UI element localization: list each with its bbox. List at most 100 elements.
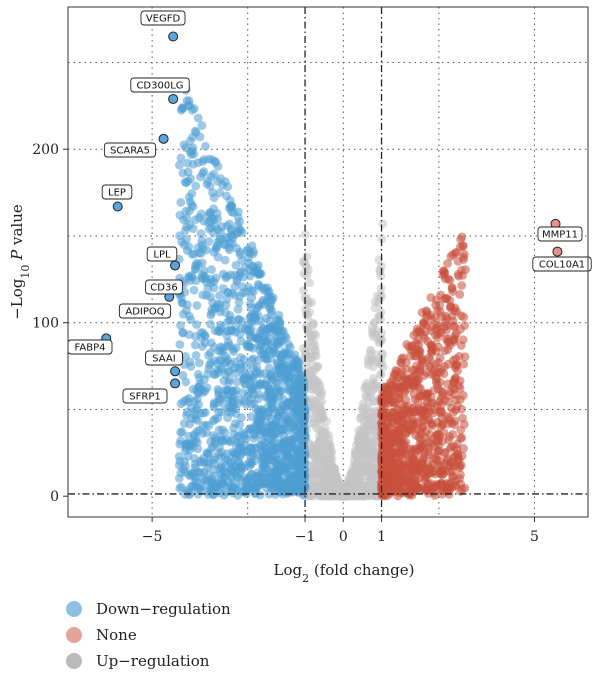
down-point (252, 425, 262, 435)
up-point (421, 312, 431, 322)
up-point (415, 347, 425, 357)
none-point (363, 419, 372, 428)
down-point (273, 378, 283, 388)
none-point (313, 439, 323, 449)
up-point (415, 384, 425, 393)
up-point (431, 346, 441, 356)
up-point (387, 447, 397, 457)
down-point (225, 483, 235, 493)
down-point (184, 192, 194, 202)
down-point (220, 453, 230, 463)
up-point (434, 397, 444, 407)
down-point (188, 384, 198, 394)
none-point (325, 455, 335, 465)
down-point (182, 439, 192, 449)
down-point (187, 481, 197, 491)
up-point (435, 408, 445, 418)
up-point (410, 407, 420, 417)
up-point (422, 391, 431, 401)
down-point (188, 224, 198, 233)
none-point (375, 267, 385, 277)
down-point (196, 229, 206, 238)
down-point (221, 468, 231, 478)
none-point (307, 297, 317, 307)
down-point (292, 404, 302, 414)
up-point (441, 317, 451, 327)
up-point (418, 330, 428, 340)
down-point (298, 448, 308, 457)
up-point (457, 281, 467, 290)
gene-label-text: MMP11 (542, 230, 578, 241)
down-point (220, 255, 230, 265)
down-point (288, 422, 298, 432)
up-point (412, 470, 422, 479)
down-point (189, 285, 199, 295)
up-point (410, 456, 420, 466)
gene-point (168, 31, 179, 42)
down-point (279, 360, 289, 369)
none-point (326, 490, 335, 500)
down-point (277, 386, 286, 395)
gene-label-text: CD300LG (136, 81, 183, 92)
down-point (265, 315, 275, 325)
down-point (178, 370, 188, 380)
down-point (272, 339, 282, 349)
down-point (245, 299, 255, 309)
down-point (204, 421, 214, 430)
gene-label-box (101, 184, 133, 200)
none-point (311, 330, 321, 340)
down-point (186, 150, 196, 159)
down-point (253, 260, 263, 270)
up-point (421, 306, 431, 316)
up-point (403, 426, 413, 436)
gene-label-box (122, 388, 168, 404)
down-point (175, 160, 184, 170)
down-point (251, 267, 261, 277)
down-point (186, 403, 196, 413)
down-point (179, 240, 189, 250)
down-point (218, 425, 227, 435)
down-point (193, 416, 202, 425)
gene-label-text: LEP (108, 188, 126, 199)
up-point (403, 401, 413, 411)
down-point (211, 158, 221, 167)
down-point (227, 315, 237, 325)
down-point (204, 210, 214, 220)
down-point (198, 244, 208, 253)
gene-label-text: SCARA5 (110, 146, 150, 157)
down-point (228, 232, 238, 242)
none-point (334, 491, 344, 500)
none-point (311, 408, 321, 418)
down-point (174, 452, 184, 461)
down-point (223, 413, 232, 423)
down-point (178, 328, 188, 338)
up-point (378, 473, 388, 483)
gene-label: SFRP1 (122, 388, 168, 404)
down-point (246, 324, 256, 334)
up-point (444, 483, 454, 492)
up-point (449, 321, 458, 331)
gene-label: CD300LG (130, 77, 190, 93)
down-point (196, 486, 206, 495)
up-point (425, 486, 435, 496)
up-point (454, 351, 464, 361)
none-point (309, 419, 318, 429)
up-point (409, 381, 418, 391)
down-point (176, 399, 186, 409)
down-point (209, 204, 219, 214)
up-point (447, 383, 457, 393)
up-point (459, 359, 469, 369)
up-point (378, 490, 388, 500)
down-point (238, 464, 247, 473)
down-point (220, 370, 230, 380)
none-point (362, 486, 372, 495)
down-point (204, 489, 213, 499)
down-point (188, 202, 198, 212)
down-point (175, 231, 185, 240)
down-point (297, 478, 307, 487)
down-point (235, 420, 245, 430)
down-point (219, 399, 228, 409)
down-point (191, 181, 201, 191)
up-point (393, 463, 402, 473)
down-point (202, 179, 212, 189)
